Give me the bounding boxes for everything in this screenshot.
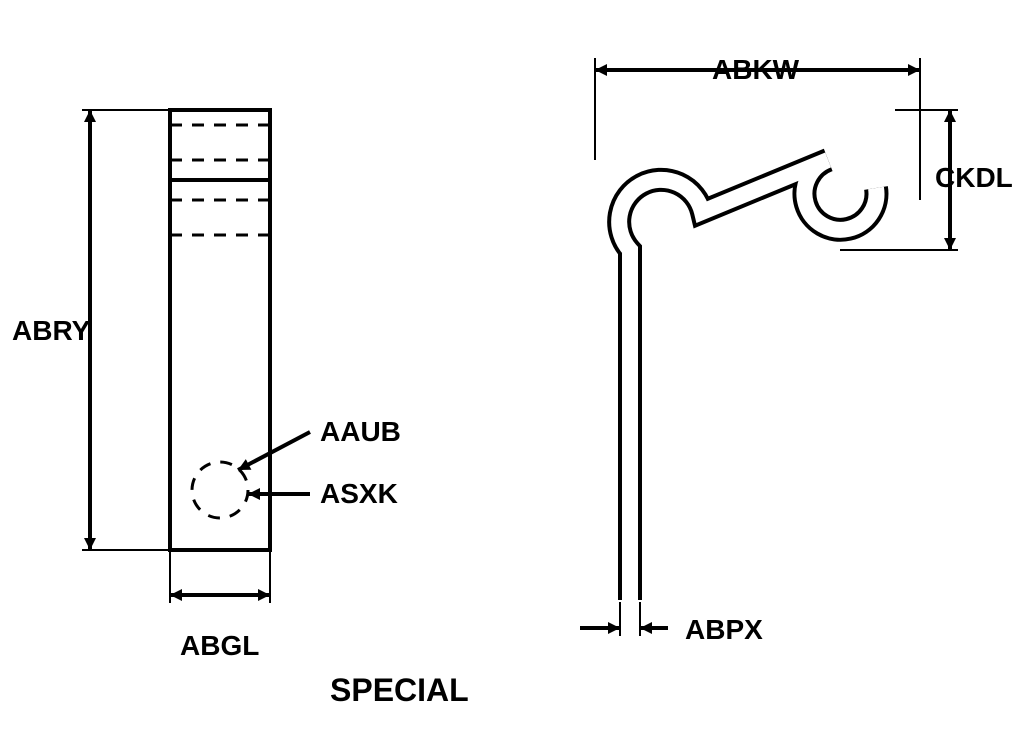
label-aaub: AAUB <box>320 416 401 448</box>
caption-special: SPECIAL <box>330 672 469 709</box>
label-abry: ABRY <box>12 315 90 347</box>
label-abpx: ABPX <box>685 614 763 646</box>
label-ckdl: CKDL <box>935 162 1013 194</box>
technical-drawing <box>0 0 1020 750</box>
label-asxk: ASXK <box>320 478 398 510</box>
label-abkw: ABKW <box>712 54 799 86</box>
label-abgl: ABGL <box>180 630 259 662</box>
